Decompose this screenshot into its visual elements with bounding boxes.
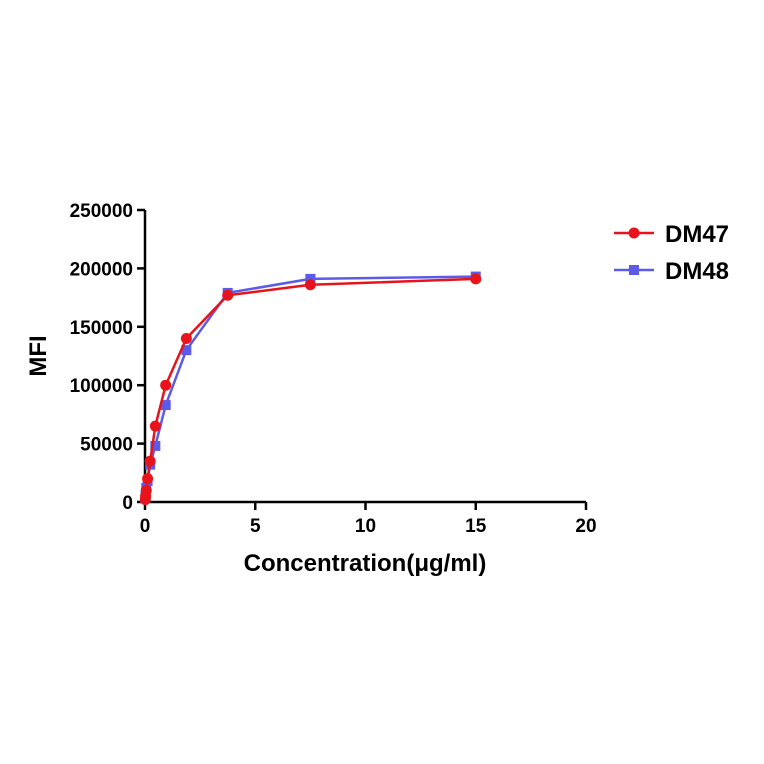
series-line bbox=[144, 277, 476, 500]
legend-marker bbox=[628, 227, 640, 239]
x-tick-label: 0 bbox=[140, 516, 151, 537]
x-tick-label: 10 bbox=[355, 516, 376, 537]
y-tick-label: 100000 bbox=[70, 376, 133, 397]
data-point bbox=[149, 420, 161, 432]
data-point bbox=[144, 455, 156, 467]
x-tick-label: 5 bbox=[250, 516, 261, 537]
legend-label: DM48 bbox=[665, 258, 729, 285]
y-tick-label: 250000 bbox=[70, 201, 133, 222]
data-point bbox=[304, 279, 316, 291]
y-axis-title: MFI bbox=[25, 335, 52, 376]
data-point bbox=[142, 473, 154, 485]
data-point bbox=[160, 379, 172, 391]
data-point bbox=[470, 273, 482, 285]
series-DM48 bbox=[140, 271, 481, 504]
data-point bbox=[222, 289, 234, 301]
x-tick-label: 15 bbox=[465, 516, 487, 537]
legend-label: DM47 bbox=[665, 221, 729, 248]
x-axis-title: Concentration(μg/ml) bbox=[244, 550, 487, 577]
legend-item-DM47: DM47 bbox=[614, 221, 729, 248]
data-point bbox=[305, 273, 316, 284]
axes: 0 5 10 15 20 0 50000 100000 150000 200000 250000 bbox=[70, 201, 597, 537]
legend: DM47 DM48 bbox=[614, 221, 729, 285]
legend-item-DM48: DM48 bbox=[614, 258, 729, 285]
x-tick-label: 20 bbox=[575, 516, 596, 537]
y-tick-label: 50000 bbox=[80, 435, 133, 456]
data-point bbox=[160, 400, 171, 411]
data-point bbox=[180, 332, 192, 344]
series-DM47 bbox=[139, 273, 482, 506]
series-layer bbox=[139, 271, 482, 506]
y-tick-label: 150000 bbox=[70, 318, 133, 339]
data-point bbox=[181, 345, 192, 356]
legend-marker bbox=[629, 265, 639, 275]
y-tick-label: 0 bbox=[122, 493, 133, 514]
data-point bbox=[150, 440, 161, 451]
series-line bbox=[144, 275, 476, 499]
y-tick-label: 200000 bbox=[70, 259, 133, 280]
data-point bbox=[140, 484, 152, 496]
